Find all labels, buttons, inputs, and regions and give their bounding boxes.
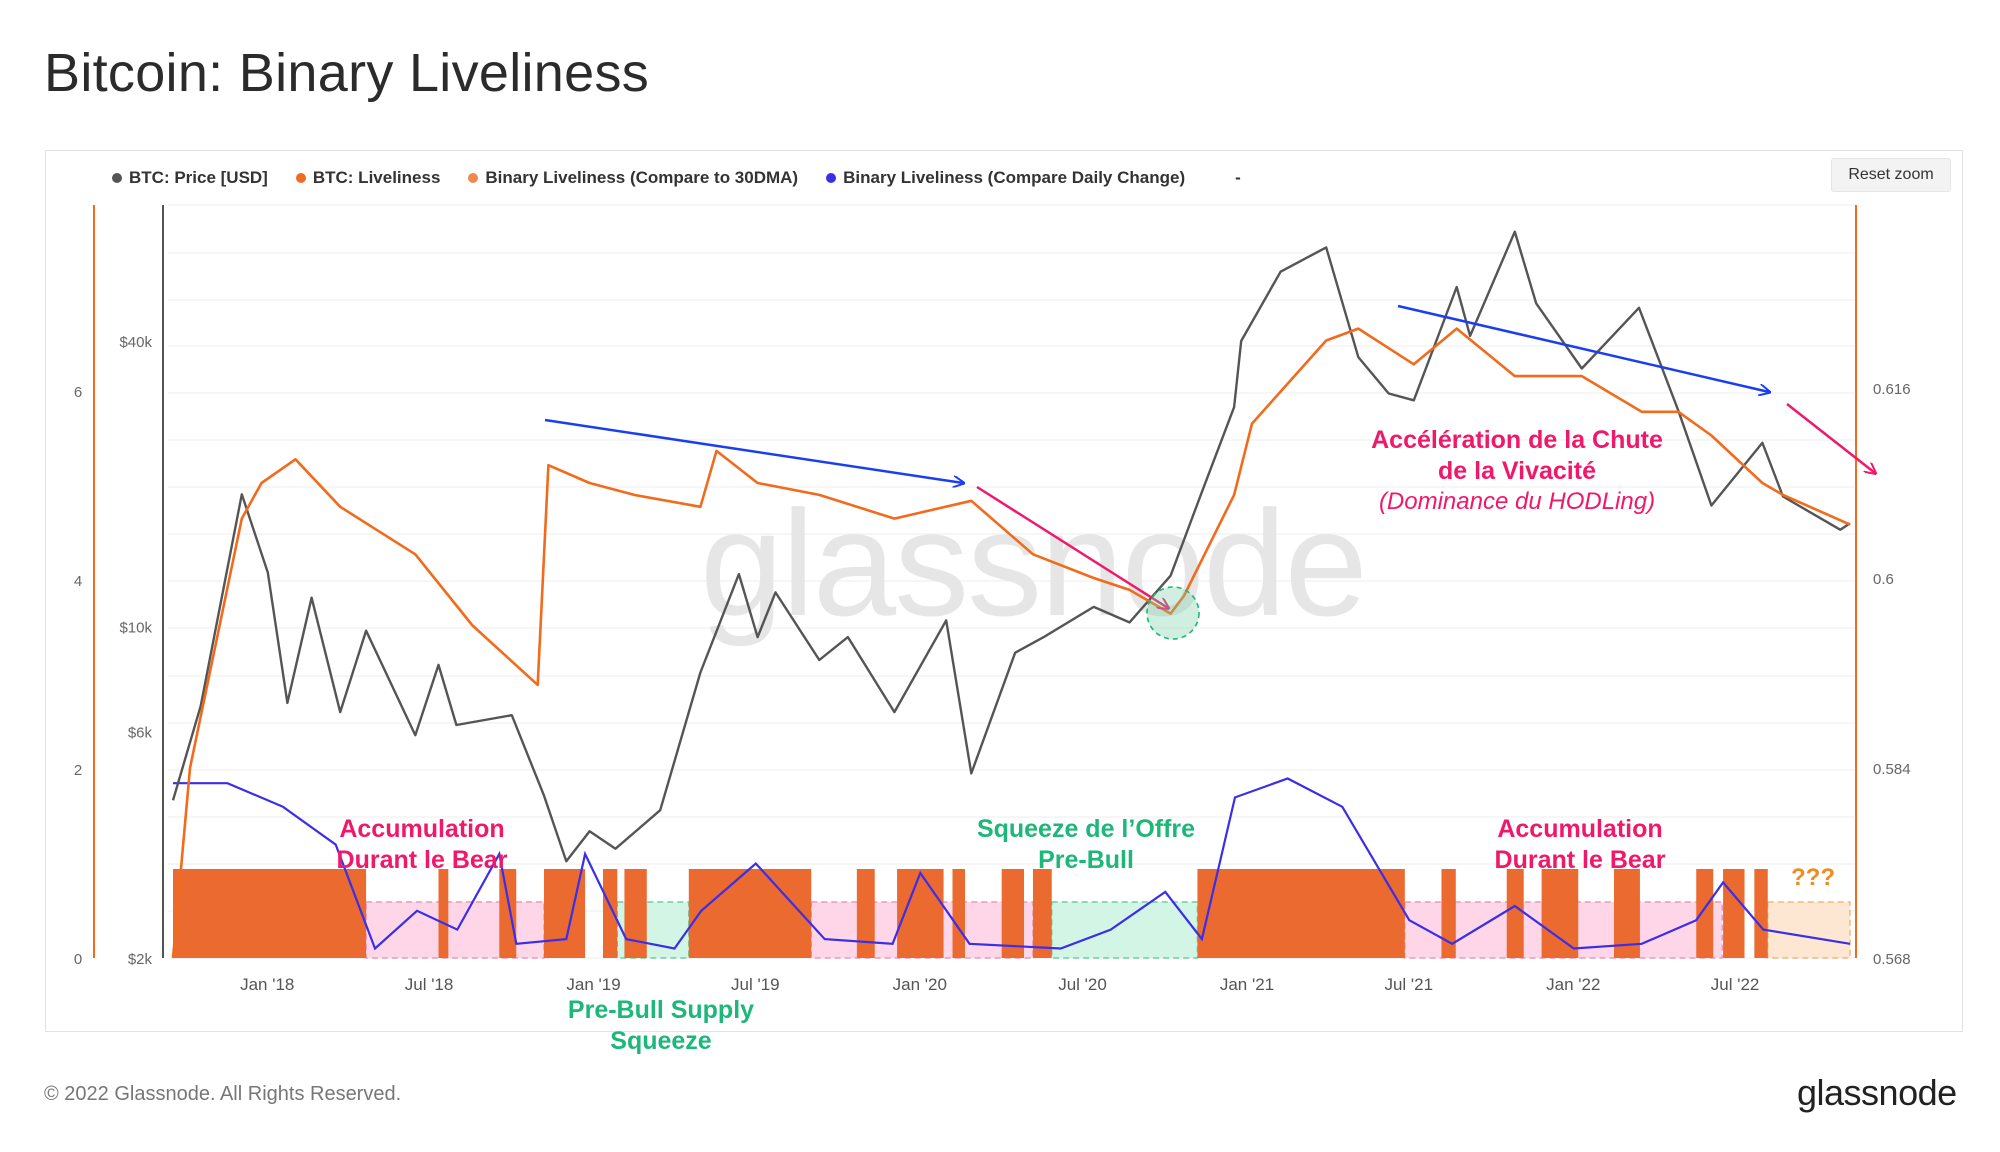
annotation-accumulation-1: Durant le Bear xyxy=(337,846,508,874)
legend-item-binary-30dma[interactable]: Binary Liveliness (Compare to 30DMA) xyxy=(468,168,798,188)
x-tick-label: Jul '20 xyxy=(1058,975,1107,994)
binary-daily-line xyxy=(173,777,1851,951)
legend-item-liveliness[interactable]: BTC: Liveliness xyxy=(295,168,441,188)
far-left-tick-label: 2 xyxy=(74,762,82,779)
binary-30dma-bar xyxy=(1032,869,1052,958)
far-left-tick-label: 4 xyxy=(74,573,82,590)
legend-item-dash[interactable]: - xyxy=(1235,168,1241,188)
annotation-pre-bull-squeeze: Pre-Bull Supply xyxy=(568,996,754,1024)
watermark: glassnode xyxy=(700,479,1366,647)
squeeze-highlight-circle xyxy=(1146,586,1200,640)
price-line xyxy=(171,230,1851,863)
legend-label-dash: - xyxy=(1235,168,1241,187)
binary-30dma-bar xyxy=(173,869,367,958)
legend-label-binary-30dma: Binary Liveliness (Compare to 30DMA) xyxy=(485,168,799,187)
binary-30dma-bar xyxy=(952,869,966,958)
binary-30dma-bar xyxy=(1541,869,1579,958)
legend-label-binary-daily: Binary Liveliness (Compare Daily Change) xyxy=(843,168,1186,187)
binary-30dma-bar xyxy=(1723,869,1745,958)
zone-unknown xyxy=(1767,901,1851,959)
x-tick-label: Jul '21 xyxy=(1384,975,1433,994)
binary-30dma-bar xyxy=(438,869,449,958)
trend-arrow-blue-1 xyxy=(544,418,963,483)
legend-dot-liveliness xyxy=(295,173,306,183)
right-tick-label: 0.568 xyxy=(1873,951,1911,968)
price-tick-label: $6k xyxy=(128,725,153,742)
price-tick-label: $40k xyxy=(119,334,152,351)
liveliness-line xyxy=(171,327,1851,959)
footer-copyright: © 2022 Glassnode. All Rights Reserved. xyxy=(44,1083,402,1105)
price-tick-label: $2k xyxy=(128,951,153,968)
annotation-squeeze-offre: Pre-Bull xyxy=(1038,846,1134,874)
legend-dot-binary-30dma xyxy=(468,173,479,183)
right-tick-label: 0.616 xyxy=(1873,381,1911,398)
annotation-pre-bull-squeeze: Squeeze xyxy=(610,1027,712,1055)
zone-squeeze xyxy=(1050,901,1199,959)
annotation-hodl: (Dominance du HODLing) xyxy=(1379,488,1655,515)
legend: BTC: Price [USD] BTC: Liveliness Binary … xyxy=(112,168,1241,188)
binary-30dma-bar xyxy=(602,869,618,958)
binary-30dma-bar xyxy=(1197,869,1405,958)
trend-arrow-pink-1 xyxy=(976,485,1168,608)
x-tick-label: Jan '22 xyxy=(1546,975,1600,994)
binary-30dma-bar xyxy=(1001,869,1025,958)
x-tick-label: Jul '18 xyxy=(405,975,454,994)
annotation-squeeze-offre: Squeeze de l’Offre xyxy=(977,815,1195,843)
legend-item-binary-daily[interactable]: Binary Liveliness (Compare Daily Change) xyxy=(826,168,1185,188)
annotation-unknown: ??? xyxy=(1791,864,1835,891)
right-tick-label: 0.584 xyxy=(1873,761,1911,778)
annotation-accumulation-1: Accumulation xyxy=(339,815,504,843)
far-left-tick-label: 0 xyxy=(74,951,82,968)
zone-accumulation xyxy=(365,901,545,959)
binary-30dma-bar xyxy=(1696,869,1714,958)
binary-30dma-bar xyxy=(688,869,812,958)
chart-frame xyxy=(45,150,1963,1032)
legend-dot-price xyxy=(112,173,122,183)
legend-item-price[interactable]: BTC: Price [USD] xyxy=(112,168,268,188)
legend-label-liveliness: BTC: Liveliness xyxy=(312,168,441,187)
annotation-acceleration: de la Vivacité xyxy=(1438,457,1596,485)
price-tick-label: $10k xyxy=(119,620,152,637)
binary-30dma-bar xyxy=(499,869,517,958)
right-tick-label: 0.6 xyxy=(1873,571,1894,588)
far-left-tick-label: 6 xyxy=(74,384,82,401)
x-tick-label: Jan '21 xyxy=(1220,975,1274,994)
binary-30dma-bar xyxy=(1506,869,1524,958)
legend-dot-binary-daily xyxy=(826,173,837,183)
footer-logo: glassnode xyxy=(1797,1072,1957,1113)
binary-30dma-bar xyxy=(1441,869,1456,958)
binary-30dma-bar xyxy=(624,869,647,958)
x-tick-label: Jul '22 xyxy=(1711,975,1760,994)
annotation-accumulation-2: Accumulation xyxy=(1497,815,1662,843)
x-tick-label: Jul '19 xyxy=(731,975,780,994)
trend-arrow-blue-2 xyxy=(1397,304,1769,392)
legend-label-price: BTC: Price [USD] xyxy=(129,168,268,187)
x-tick-label: Jan '19 xyxy=(566,975,620,994)
binary-30dma-bar xyxy=(856,869,875,958)
annotation-accumulation-2: Durant le Bear xyxy=(1495,846,1666,874)
page-title: Bitcoin: Binary Liveliness xyxy=(44,43,650,103)
trend-arrow-pink-2 xyxy=(1786,403,1875,473)
reset-zoom-button[interactable]: Reset zoom xyxy=(1831,158,1951,192)
x-tick-label: Jan '20 xyxy=(893,975,947,994)
annotation-acceleration: Accélération de la Chute xyxy=(1371,426,1663,454)
binary-30dma-bar xyxy=(1754,869,1768,958)
x-tick-label: Jan '18 xyxy=(240,975,294,994)
